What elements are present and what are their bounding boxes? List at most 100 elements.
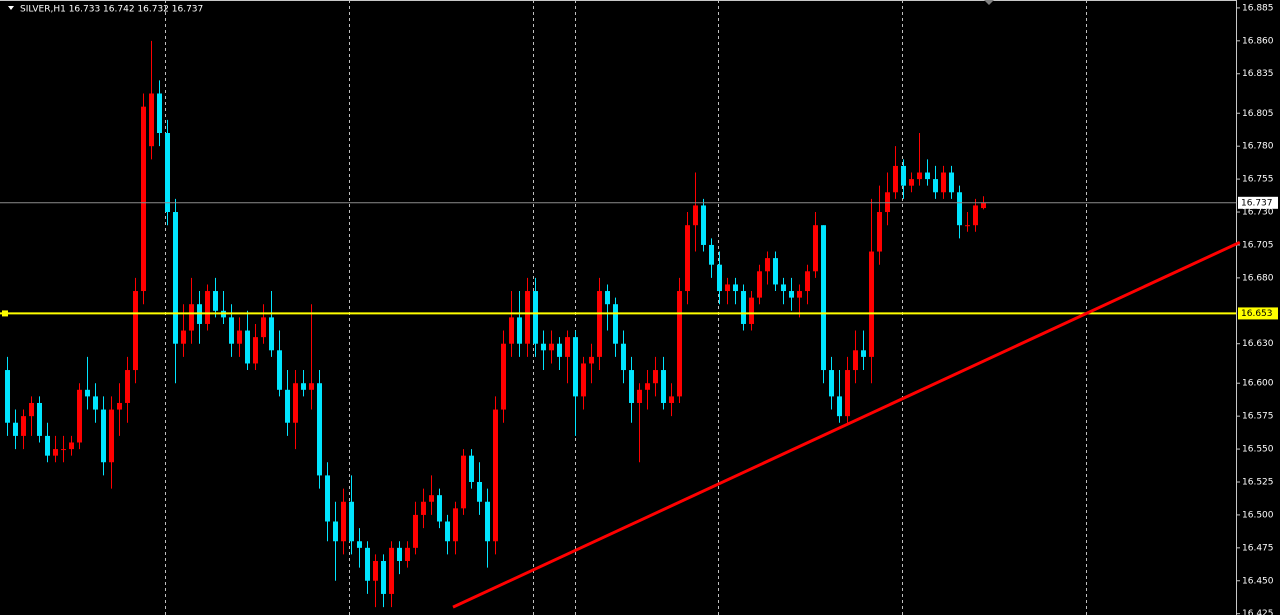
- y-tick-label: 16.575: [1242, 412, 1274, 422]
- candle-body: [549, 343, 554, 351]
- candle-body: [365, 547, 370, 581]
- candle-body: [157, 93, 162, 134]
- price-tag-label: 16.653: [1241, 309, 1273, 319]
- candle-body: [317, 383, 322, 476]
- candle-body: [621, 343, 626, 371]
- candle-body: [381, 561, 386, 594]
- candle-body: [213, 291, 218, 311]
- candle-body: [661, 370, 666, 403]
- candle-body: [341, 501, 346, 542]
- candle-body: [949, 172, 954, 193]
- line-anchor: [2, 310, 8, 317]
- candle-body: [821, 225, 826, 371]
- candle-body: [701, 205, 706, 245]
- candle-body: [309, 383, 314, 390]
- candle-body: [773, 258, 778, 285]
- candle-body: [853, 350, 858, 371]
- candle-body: [429, 495, 434, 502]
- price-tag: [1238, 196, 1278, 209]
- candle-body: [565, 337, 570, 357]
- candle-body: [229, 317, 234, 344]
- candle-body: [269, 317, 274, 351]
- candle-body: [845, 370, 850, 417]
- candle-body: [277, 350, 282, 390]
- candle-body: [285, 389, 290, 423]
- candle-body: [925, 172, 930, 180]
- candle-body: [653, 370, 658, 384]
- candle-body: [733, 284, 738, 292]
- candle-body: [965, 225, 970, 227]
- candle-body: [629, 370, 634, 403]
- candle-body: [525, 291, 530, 344]
- menu-arrow[interactable]: [8, 6, 14, 10]
- price-tag: [1238, 307, 1278, 320]
- candle-body: [685, 225, 690, 292]
- candle-body: [605, 291, 610, 305]
- trendline: [452, 240, 1241, 609]
- candle-body: [493, 409, 498, 542]
- candle-body: [725, 284, 730, 292]
- y-tick-label: 16.525: [1242, 477, 1274, 487]
- candle-body: [461, 455, 466, 509]
- candle-body: [645, 383, 650, 390]
- candle-body: [173, 212, 178, 344]
- candle-body: [405, 547, 410, 562]
- candle-body: [581, 363, 586, 397]
- candle-body: [301, 383, 306, 390]
- candle-body: [789, 291, 794, 298]
- candle-body: [21, 416, 26, 436]
- y-tick-label: 16.755: [1242, 175, 1274, 185]
- candle-body: [245, 330, 250, 364]
- candle-body: [981, 202, 986, 209]
- candle-body: [133, 291, 138, 371]
- candle-body: [237, 330, 242, 344]
- candle-body: [109, 409, 114, 463]
- candle-body: [885, 192, 890, 213]
- candle-body: [453, 508, 458, 542]
- candle-body: [613, 304, 618, 344]
- y-tick-label: 16.835: [1242, 69, 1274, 79]
- candle-body: [501, 343, 506, 410]
- candle-body: [933, 179, 938, 193]
- candle-body: [125, 370, 130, 403]
- y-tick-label: 16.780: [1242, 142, 1274, 152]
- candle-body: [941, 172, 946, 193]
- candle-body: [637, 389, 642, 403]
- candle-body: [437, 495, 442, 522]
- candle-body: [869, 251, 874, 357]
- candle-body: [325, 475, 330, 522]
- candle-body: [741, 291, 746, 324]
- y-tick-label: 16.885: [1242, 3, 1274, 13]
- y-tick-label: 16.425: [1242, 609, 1274, 615]
- y-tick-label: 16.680: [1242, 273, 1274, 283]
- candle-body: [477, 481, 482, 502]
- candle-body: [117, 402, 122, 410]
- candle-body: [765, 258, 770, 272]
- candle-body: [973, 205, 978, 226]
- candle-body: [781, 284, 786, 292]
- candle-body: [357, 541, 362, 548]
- candle-body: [413, 514, 418, 548]
- candle-body: [693, 205, 698, 226]
- price-tag-label: 16.737: [1241, 198, 1273, 208]
- candle-body: [205, 291, 210, 324]
- candle-body: [85, 389, 90, 397]
- candle-body: [53, 449, 58, 456]
- y-tick-label: 16.730: [1242, 208, 1274, 218]
- candle-body: [397, 547, 402, 562]
- candle-body: [749, 297, 754, 324]
- candle-body: [813, 225, 818, 272]
- candle-body: [557, 343, 562, 357]
- candle-body: [509, 317, 514, 344]
- candle-body: [757, 271, 762, 298]
- candle-body: [893, 165, 898, 193]
- candle-body: [677, 291, 682, 397]
- candle-body: [957, 192, 962, 226]
- candle-body: [717, 264, 722, 292]
- candle-body: [69, 442, 74, 450]
- candle-body: [709, 244, 714, 265]
- candle-body: [901, 165, 906, 186]
- candle-body: [861, 350, 866, 357]
- shift-marker[interactable]: [984, 0, 994, 5]
